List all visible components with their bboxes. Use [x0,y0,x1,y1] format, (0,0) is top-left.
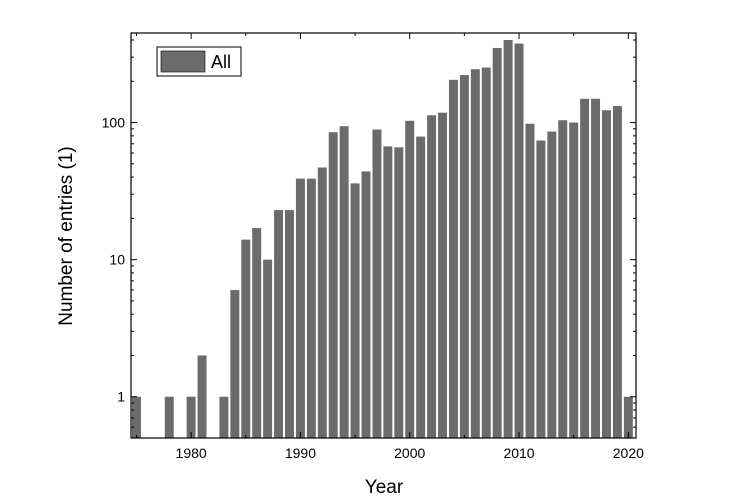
bar-2001 [416,136,426,438]
bar-2018 [602,110,611,438]
y-tick-label-100: 100 [102,115,126,131]
bars-layer [131,40,633,439]
x-tick-label-1990: 1990 [285,445,316,461]
y-tick-label-1: 1 [117,389,125,405]
bar-2003 [438,112,447,438]
x-tick-label-1980: 1980 [176,445,207,461]
bar-2002 [427,115,437,439]
bar-1985 [241,239,251,438]
bar-1992 [317,167,327,438]
bar-1991 [306,178,316,439]
bar-1997 [372,129,382,439]
x-axis-title: Year [365,477,404,498]
bar-2008 [492,47,502,439]
bar-2016 [580,98,590,438]
y-tick-label-10: 10 [109,252,125,268]
y-axis: 1 10 100 [102,39,636,439]
bar-1984 [230,290,240,438]
bar-1990 [295,178,305,439]
y-axis-title: Number of entries (1) [56,146,77,326]
bar-2014 [558,120,568,439]
bar-2011 [525,123,535,438]
x-tick-label-2000: 2000 [394,445,425,461]
bar-2009 [503,40,513,438]
bar-1975 [131,396,141,438]
bar-2010 [514,43,524,438]
bar-2015 [569,122,579,439]
bar-2020 [623,396,633,438]
legend-swatch [160,50,206,73]
bar-1993 [328,132,338,439]
bar-2017 [591,98,601,438]
bar-1989 [285,210,294,438]
x-axis: 1980 1990 2000 2010 2020 [135,33,644,461]
bar-2006 [470,69,480,438]
legend-label: All [211,52,231,72]
bar-2012 [536,140,546,439]
bar-1978 [164,396,174,438]
bar-1994 [339,126,349,438]
bar-1981 [197,355,207,438]
plot-frame [130,32,637,439]
bar-1986 [252,228,262,438]
bar-1987 [263,259,273,438]
x-tick-label-2010: 2010 [503,445,534,461]
bar-2007 [481,67,491,439]
bar-1988 [274,210,284,438]
x-tick-label-2020: 2020 [613,445,644,461]
bar-1980 [186,396,196,438]
bar-2004 [448,79,458,438]
bar-1996 [361,171,371,438]
bar-2013 [547,131,557,438]
legend: All [156,46,242,77]
bar-1995 [350,183,360,438]
bar-1999 [394,147,404,439]
bar-2019 [612,106,622,439]
bar-1983 [219,396,229,438]
bar-2000 [405,120,415,438]
bar-2005 [459,75,469,438]
bar-1998 [383,146,393,438]
